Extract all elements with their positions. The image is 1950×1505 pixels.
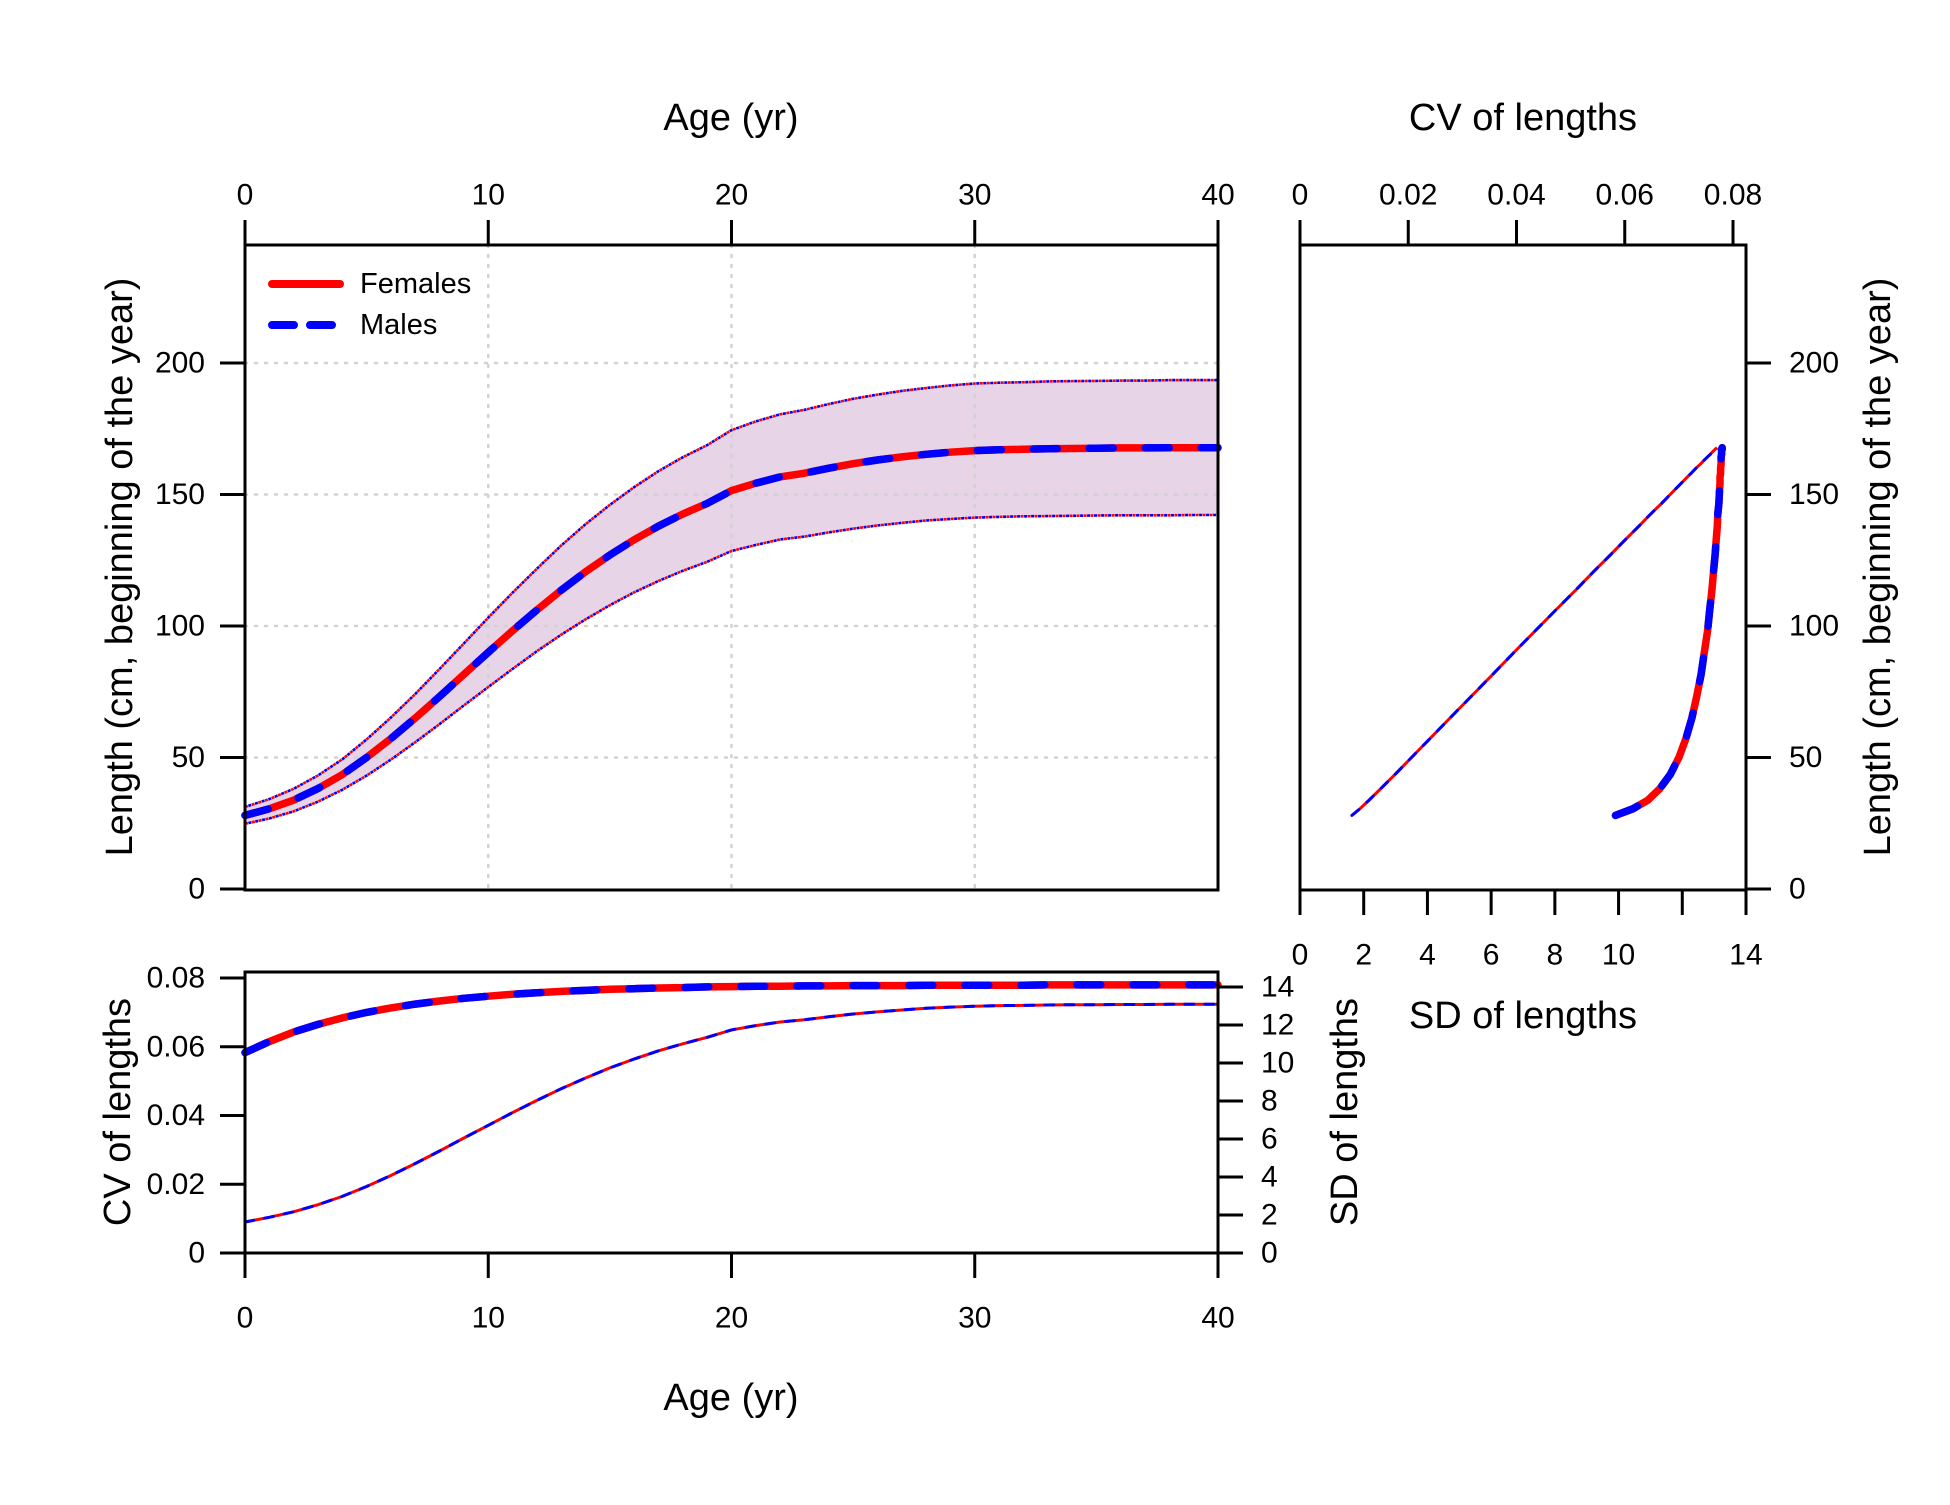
- left-axis-title-length: Length (cm, beginning of the year): [99, 278, 141, 857]
- tick-label: 0: [237, 1302, 254, 1335]
- tick-label: 2: [1261, 1199, 1278, 1232]
- tick-label: 14: [1261, 971, 1294, 1004]
- tick-label: 200: [155, 347, 205, 380]
- grid-lines: [243, 243, 1220, 892]
- tick-label: 0.02: [147, 1168, 205, 1201]
- plot-box: [243, 970, 1220, 1255]
- tick-label: 10: [472, 1302, 505, 1335]
- sd-vs-length-line-males: [1350, 446, 1719, 817]
- tick-label: 2: [1355, 939, 1372, 972]
- tick-label: 50: [1789, 741, 1822, 774]
- tick-label: 8: [1547, 939, 1564, 972]
- tick-label: 0.06: [147, 1030, 205, 1063]
- cv-vs-length-curve-males: [1611, 443, 1726, 820]
- tick-label: 0: [1789, 873, 1806, 906]
- right-axis-title-length: Length (cm, beginning of the year): [1857, 278, 1899, 857]
- top-axis-title-age: Age (yr): [663, 97, 798, 139]
- tick-label: 0.08: [1704, 179, 1762, 212]
- tick-label: 10: [1261, 1047, 1294, 1080]
- axis-ticks: [220, 220, 1220, 891]
- tick-label: 30: [958, 179, 991, 212]
- tick-label: 0: [1292, 939, 1309, 972]
- cv-vs-length-curve-females: [1611, 443, 1726, 820]
- tick-label: 0.08: [147, 962, 205, 995]
- tick-label: 0: [237, 179, 254, 212]
- axis-tick-labels: 0 0.02 0.04 0.06 0.08 0 2 4 6 8 10 12 14 0 10 20 30 40: [147, 962, 1295, 1335]
- sd-vs-length-line-females: [1350, 446, 1718, 817]
- sd-vs-age-line-females: [244, 1002, 1218, 1224]
- tick-label: 14: [1729, 939, 1762, 972]
- top-axis-title-cv: CV of lengths: [1409, 97, 1637, 139]
- right-axis-title-sd: SD of lengths: [1324, 998, 1366, 1226]
- tick-label: 150: [1789, 478, 1839, 511]
- tick-label: 100: [1789, 610, 1839, 643]
- tick-label: 200: [1789, 347, 1839, 380]
- axis-tick-labels: 0 0.02 0.04 0.06 0.08 0 2 4 6 8 10 14 0 50 100 150 200: [1292, 179, 1839, 972]
- tick-label: 0: [1261, 1237, 1278, 1270]
- tick-label: 40: [1201, 179, 1234, 212]
- tick-label: 0: [188, 1237, 205, 1270]
- males-growth-curve: [241, 443, 1222, 820]
- tick-label: 150: [155, 478, 205, 511]
- tick-label: 100: [155, 610, 205, 643]
- panel-cv-sd-vs-length: 0 0.02 0.04 0.06 0.08 0 2 4 6 8 10 14 0 50 100 150 200 C…: [1292, 97, 1899, 1037]
- tick-label: 8: [1261, 1085, 1278, 1118]
- tick-label: 10: [472, 179, 505, 212]
- tick-label: 4: [1261, 1161, 1278, 1194]
- band-lower-border-females: [244, 513, 1218, 826]
- tick-label: 0.06: [1596, 179, 1654, 212]
- tick-label: 0.04: [1487, 179, 1545, 212]
- tick-label: 12: [1261, 1009, 1294, 1042]
- tick-label: 20: [715, 179, 748, 212]
- legend: Females Males: [268, 268, 471, 341]
- left-axis-title-cv: CV of lengths: [97, 998, 139, 1226]
- tick-label: 0.04: [147, 1099, 205, 1132]
- cv-vs-age-curve-males: [241, 981, 1222, 1057]
- tick-label: 50: [172, 741, 205, 774]
- axis-ticks: [220, 976, 1243, 1278]
- bottom-axis-title-sd: SD of lengths: [1409, 995, 1637, 1037]
- females-legend-label: Females: [360, 268, 471, 300]
- tick-label: 6: [1261, 1123, 1278, 1156]
- males-legend-label: Males: [360, 309, 437, 341]
- tick-label: 10: [1602, 939, 1635, 972]
- axis-ticks: [1298, 220, 1771, 915]
- tick-label: 6: [1483, 939, 1500, 972]
- sd-vs-age-line-males: [243, 1002, 1220, 1224]
- tick-label: 0: [188, 873, 205, 906]
- tick-label: 0.02: [1379, 179, 1437, 212]
- confidence-band: [245, 380, 1218, 824]
- band-lower-border-males: [244, 513, 1218, 826]
- tick-label: 4: [1419, 939, 1436, 972]
- tick-label: 30: [958, 1302, 991, 1335]
- band-upper-border-males: [244, 378, 1218, 809]
- panel-cv-sd-vs-age: 0 0.02 0.04 0.06 0.08 0 2 4 6 8 10 12 14 0 10 20 30 40 Ag…: [97, 962, 1366, 1420]
- cv-vs-age-curve-females: [241, 981, 1222, 1057]
- tick-label: 0: [1292, 179, 1309, 212]
- tick-label: 40: [1201, 1302, 1234, 1335]
- tick-label: 20: [715, 1302, 748, 1335]
- panel-length-vs-age: 0 10 20 30 40 0 50 100 150 200 Age (yr) Length (c…: [99, 97, 1235, 906]
- plot-box: [1298, 243, 1748, 892]
- bottom-axis-title-age: Age (yr): [663, 1377, 798, 1419]
- axis-tick-labels: 0 10 20 30 40 0 50 100 150 200: [155, 179, 1235, 906]
